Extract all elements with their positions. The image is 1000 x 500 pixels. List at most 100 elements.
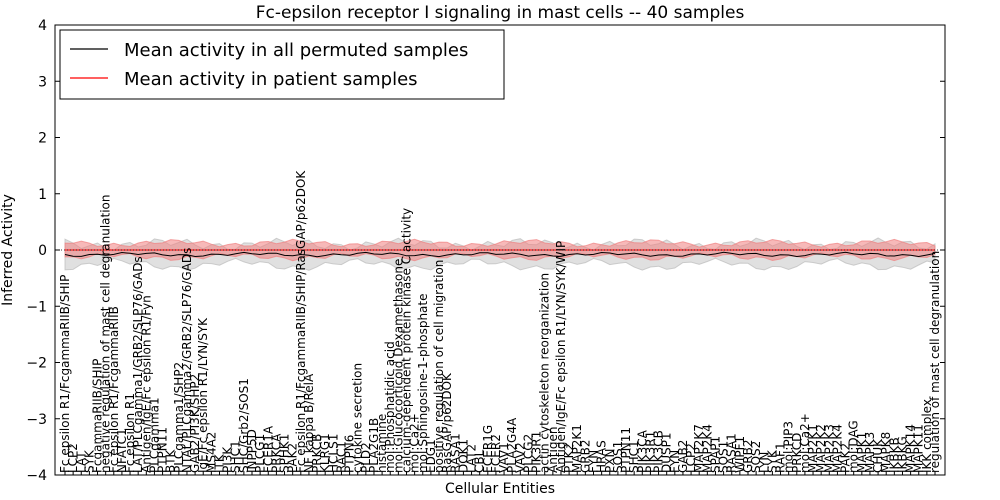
x-tick-label: DUSP1 [660,432,674,473]
x-tick-label: SHC/Grb2/SOS1 [237,378,251,473]
x-tick-label: Fc epsilon R1/FcgammaRIIB/SHIP/RasGAP/p6… [294,170,308,473]
x-tick-label: LYN [757,452,771,473]
x-tick-label: MAP2K3 [822,424,836,473]
x-tick-label: Fc epsilon R1/FcgammaRIIB/SHIP [58,275,72,473]
x-tick-label: RASA1 [448,433,462,473]
x-tick-label: cytokine secretion [351,363,365,473]
x-tick-label: IKBKB [887,437,901,473]
x-tick-label: FcgammaRIIB/SHIP [91,359,105,473]
y-tick-label: 3 [38,74,47,90]
x-tick-label: NFATC1 [115,428,129,473]
x-tick-label: FYN [668,450,682,473]
x-tick-label: CBL [473,449,487,473]
x-tick-label: PLA2G1B [367,418,381,473]
x-tick-label: PAK2 [286,443,300,473]
x-tick-label: PIK3R1 [643,431,657,473]
x-tick-label: FCER1A [261,425,275,473]
x-tick-label: mol:Glucocorticoid Dexamethasone [391,259,405,473]
x-tick-label: PLCG2 [521,434,535,473]
x-tick-label: SPHK1 [278,434,292,473]
x-tick-label: GRB2 [741,439,755,473]
x-tick-label: PLCgamma1/SHP2 [172,362,186,473]
x-tick-label: IgE/Fc epsilon R1/LYN/SYK [196,317,210,473]
x-tick-label: SOS1 [611,441,625,473]
x-tick-label: histamine [375,414,389,473]
x-tick-label: IKBKG [895,436,909,473]
x-tick-label: VAV1 [497,442,511,473]
x-tick-label: GAB2 [676,440,690,473]
x-tick-label: RASA1 [725,433,739,473]
x-axis: Fc epsilon R1/FcgammaRIIB/SHIPLCP2LATSYK… [58,170,942,475]
x-tick-label: PIK3CA [635,429,649,473]
x-tick-label: BTK [164,448,178,473]
x-tick-label: RasGAP/p62DOK [440,372,454,473]
x-tick-label: INPP5D [245,429,259,473]
x-tick-label: PLCG1 [253,434,267,473]
line-permuted [64,251,936,258]
x-tick-label: LCP2 [684,443,698,473]
x-tick-label: HRAS [595,440,609,473]
x-tick-label: CHUK [871,438,885,473]
x-tick-label: PTPN6 [343,435,357,473]
x-tick-label: positive regulation of cell migration [432,260,446,473]
x-tick-label: mol:Ca2+ [408,413,422,473]
x-tick-label: Antigen/IgE/Fc epsilon R1/LYN/SYK/WIP [554,241,568,473]
x-tick-label: Fc epsilon R1/FcgammaRIIB [107,306,121,473]
legend: Mean activity in all permuted samples Me… [59,29,505,100]
x-tick-label: MAPK11 [912,424,926,473]
x-tick-label: WIPF1 [733,436,747,473]
x-tick-label: MAPK1 [855,432,869,473]
x-tick-label: mol:Ca2+ [798,413,812,473]
x-tick-label: FCER2 [489,434,503,473]
x-tick-label: MAPK3 [863,432,877,473]
x-tick-label: RAC1 [334,441,348,473]
x-tick-label: SOS1 [717,441,731,473]
x-tick-label: PRKCB [310,434,324,473]
x-tick-label: SHC1 [627,440,641,473]
x-tick-label: PTPN11 [156,427,170,473]
plot-area: −4 −3 −2 −1 0 1 2 3 4 Fc epsilon R1/FcgammaRIIB/… [26,18,946,484]
y-tick-label: 4 [38,18,47,34]
x-tick-label: MAPK14 [904,424,918,473]
y-tick-label: −4 [26,468,47,484]
x-tick-label: PI3K [221,446,235,473]
x-tick-label: SPAP1 [708,436,722,473]
x-tick-label: mol:Sphingosine-1-phosphate [416,294,430,474]
x-tick-label: mol:Phosphatidic acid [383,341,397,473]
x-tick-label: LCP2 [66,443,80,473]
x-tick-label: SHC1 [229,440,243,473]
x-tick-label: RAF1 [774,442,788,473]
legend-label-patient: Mean activity in patient samples [124,69,418,90]
x-axis-label: Cellular Entities [445,481,555,497]
y-tick-label: −1 [26,299,47,315]
x-tick-label: MAP2K1 [806,424,820,473]
x-tick-label: LAT [74,451,88,473]
x-tick-label: PLA2G4A [505,417,519,473]
x-tick-label: PTK2 [562,443,576,473]
x-tick-label: ITK [212,453,226,473]
x-tick-label: PIK3R1 [530,431,544,473]
x-tick-label: GRB2 [578,439,592,473]
y-tick-label: −2 [26,356,47,372]
x-tick-label: FCER1G [481,425,495,473]
x-tick-label: actin cytoskeleton reorganization [538,273,552,473]
x-tick-label: PLCgamma1 [147,397,161,473]
x-tick-label: NF kappa B/RelA [302,373,316,473]
x-tick-label: PRKCA [269,433,283,473]
x-tick-label: Antigen/IgE/Fc epsilon R1/Fyn [139,295,153,473]
x-tick-label: VAV2 [513,442,527,473]
x-tick-label: SOS2 [749,441,763,473]
y-tick-label: 2 [38,131,47,147]
x-tick-label: Fc epsilon R1 [123,393,137,473]
x-tick-label: MAPK8 [879,432,893,473]
chart-title: Fc-epsilon receptor I signaling in mast … [256,3,745,23]
x-tick-label: IKK complex [920,399,934,473]
x-tick-label: Antigen [546,427,560,473]
x-tick-label: MS4A2 [204,432,218,473]
legend-box [59,29,505,100]
x-tick-label: PIK3CB [652,430,666,473]
x-tick-label: HCLS1 [326,434,340,473]
x-tick-label: EDG1 [424,439,438,473]
x-tick-label: SYK [82,449,96,473]
